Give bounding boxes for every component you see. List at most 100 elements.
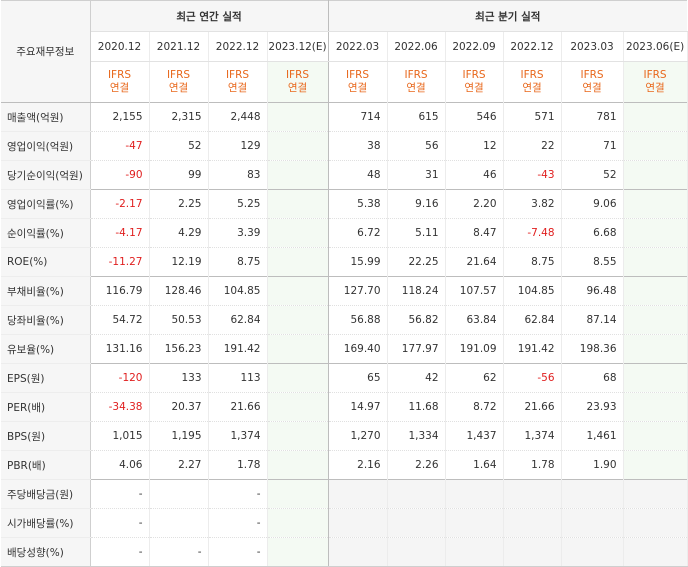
value-cell: [623, 450, 688, 480]
value-cell: 191.42: [208, 334, 268, 364]
consolidated-text: 연결: [582, 82, 602, 94]
value-cell: 50.53: [149, 305, 209, 335]
row-label: 영업이익률(%): [1, 189, 91, 219]
value-cell: 3.39: [208, 218, 268, 248]
ifrs-label: IFRS 연결: [267, 61, 329, 103]
value-cell: 4.06: [90, 450, 150, 480]
value-cell: 129: [208, 131, 268, 161]
ifrs-text: IFRS: [580, 69, 604, 81]
ifrs-text: IFRS: [107, 69, 132, 81]
value-cell: 1.64: [445, 450, 504, 480]
value-cell: 6.72: [328, 218, 388, 248]
value-cell: 8.75: [503, 247, 562, 277]
ifrs-text: IFRS: [520, 69, 544, 81]
value-cell: 1,015: [90, 421, 150, 451]
value-cell: 177.97: [387, 334, 446, 364]
ifrs-text: IFRS: [166, 69, 191, 81]
ifrs-text: IFRS: [285, 69, 310, 81]
value-cell: 198.36: [561, 334, 624, 364]
value-cell: [267, 160, 329, 190]
value-cell: 2,155: [90, 102, 150, 132]
value-cell: 5.38: [328, 189, 388, 219]
period-header-annual: 2020.12: [90, 31, 150, 62]
value-cell: 38: [328, 131, 388, 161]
value-cell: 20.37: [149, 392, 209, 422]
period-header-quarter: 2023.03: [561, 31, 624, 62]
annual-group-header: 최근 연간 실적: [90, 0, 329, 32]
value-cell: 9.06: [561, 189, 624, 219]
value-cell: 2.27: [149, 450, 209, 480]
value-cell: [328, 479, 388, 509]
consolidated-text: 연결: [109, 82, 130, 94]
row-label: PBR(배): [1, 450, 91, 480]
value-cell: [623, 102, 688, 132]
value-cell: [387, 479, 446, 509]
value-cell: -47: [90, 131, 150, 161]
value-cell: 1.78: [208, 450, 268, 480]
value-cell: [267, 508, 329, 538]
value-cell: 1.90: [561, 450, 624, 480]
value-cell: 116.79: [90, 276, 150, 306]
row-label: 영업이익(억원): [1, 131, 91, 161]
table-row: PER(배) -34.38 20.37 21.66 14.97 11.68 8.72 21.6…: [1, 392, 688, 422]
value-cell: 42: [387, 363, 446, 393]
value-cell: 52: [149, 131, 209, 161]
value-cell: 46: [445, 160, 504, 190]
row-label: BPS(원): [1, 421, 91, 451]
value-cell: 1,461: [561, 421, 624, 451]
value-cell: 56: [387, 131, 446, 161]
value-cell: [149, 508, 209, 538]
value-cell: [623, 537, 688, 567]
period-header-quarter: 2023.06(E): [623, 31, 688, 62]
value-cell: 2.26: [387, 450, 446, 480]
ifrs-label: IFRS 연결: [503, 61, 562, 103]
row-label: 매출액(억원): [1, 102, 91, 132]
table-row: 당기순이익(억원) -90 99 83 48 31 46 -43 52: [1, 160, 688, 190]
ifrs-text: IFRS: [462, 69, 486, 81]
table-row: 당좌비율(%) 54.72 50.53 62.84 56.88 56.82 63.84 62.…: [1, 305, 688, 335]
value-cell: 48: [328, 160, 388, 190]
value-cell: 5.11: [387, 218, 446, 248]
value-cell: [623, 334, 688, 364]
value-cell: 62.84: [208, 305, 268, 335]
value-cell: -43: [503, 160, 562, 190]
value-cell: 83: [208, 160, 268, 190]
value-cell: 96.48: [561, 276, 624, 306]
value-cell: [267, 479, 329, 509]
value-cell: [267, 218, 329, 248]
value-cell: [387, 537, 446, 567]
ifrs-label: IFRS 연결: [149, 61, 209, 103]
value-cell: [267, 305, 329, 335]
row-label: 주당배당금(원): [1, 479, 91, 509]
value-cell: 52: [561, 160, 624, 190]
table-row: 배당성향(%) - - -: [1, 537, 688, 567]
value-cell: 68: [561, 363, 624, 393]
value-cell: 714: [328, 102, 388, 132]
consolidated-text: 연결: [227, 82, 248, 94]
value-cell: [387, 508, 446, 538]
value-cell: 1,195: [149, 421, 209, 451]
ifrs-text: IFRS: [225, 69, 250, 81]
value-cell: 99: [149, 160, 209, 190]
table-row: 영업이익(억원) -47 52 129 38 56 12 22 71: [1, 131, 688, 161]
value-cell: 56.88: [328, 305, 388, 335]
value-cell: 54.72: [90, 305, 150, 335]
value-cell: 2.16: [328, 450, 388, 480]
value-cell: 21.66: [208, 392, 268, 422]
value-cell: -120: [90, 363, 150, 393]
value-cell: 22: [503, 131, 562, 161]
value-cell: 8.75: [208, 247, 268, 277]
value-cell: [149, 479, 209, 509]
table-row: 영업이익률(%) -2.17 2.25 5.25 5.38 9.16 2.20 3.82 9.0…: [1, 189, 688, 219]
value-cell: 546: [445, 102, 504, 132]
value-cell: [267, 276, 329, 306]
row-label: 배당성향(%): [1, 537, 91, 567]
value-cell: 11.68: [387, 392, 446, 422]
consolidated-text: 연결: [347, 82, 368, 94]
value-cell: [623, 421, 688, 451]
value-cell: 62: [445, 363, 504, 393]
value-cell: 1,270: [328, 421, 388, 451]
ifrs-label: IFRS 연결: [445, 61, 504, 103]
value-cell: 571: [503, 102, 562, 132]
table-row: 시가배당률(%) - -: [1, 508, 688, 538]
